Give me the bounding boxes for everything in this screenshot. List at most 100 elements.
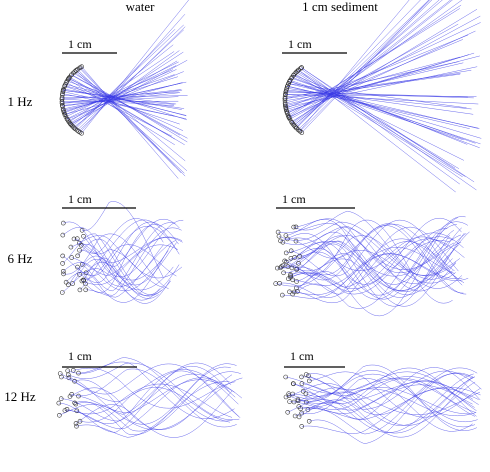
point [72, 69, 78, 74]
point [57, 412, 62, 418]
trace [83, 244, 177, 281]
trace [298, 388, 476, 417]
trace [71, 74, 181, 136]
point [296, 404, 302, 409]
point [56, 400, 62, 406]
trace [64, 377, 243, 430]
point [296, 260, 301, 266]
point [306, 373, 311, 379]
trace [75, 371, 241, 432]
point [299, 410, 305, 416]
trace [69, 374, 233, 430]
trace [74, 366, 231, 436]
point [70, 281, 75, 286]
point [299, 424, 305, 429]
point [297, 253, 302, 259]
trace [73, 72, 188, 143]
trace [80, 67, 186, 177]
point [278, 238, 283, 244]
trace [293, 378, 477, 413]
trace [68, 362, 240, 420]
trace [79, 14, 186, 133]
trace [78, 379, 235, 413]
trace [297, 378, 476, 417]
trace [287, 22, 481, 114]
trace [288, 370, 476, 428]
point [294, 279, 299, 284]
point [290, 277, 296, 283]
point [291, 224, 297, 230]
trace [292, 247, 455, 286]
scale-label: 1 cm [282, 192, 306, 206]
point [280, 263, 286, 268]
trace [82, 222, 176, 292]
trace [290, 240, 450, 289]
point [284, 86, 290, 91]
trace [282, 253, 463, 299]
point [291, 289, 297, 295]
trace [284, 73, 461, 99]
point [83, 281, 88, 287]
point [77, 240, 82, 246]
trace [63, 219, 184, 278]
trace [75, 70, 186, 162]
point [73, 401, 79, 407]
point [79, 64, 84, 69]
trace [290, 226, 457, 292]
trace [65, 244, 172, 303]
trace [280, 232, 464, 271]
point [299, 381, 305, 386]
trace [288, 236, 454, 295]
trace [63, 76, 178, 112]
trace [305, 364, 477, 431]
trace [76, 370, 239, 424]
point [289, 120, 295, 125]
point [67, 394, 73, 399]
point [60, 261, 65, 266]
scale-label: 1 cm [288, 37, 312, 51]
point [289, 265, 295, 271]
point [291, 72, 297, 78]
point [282, 100, 288, 106]
point [274, 265, 280, 271]
trace [79, 244, 164, 287]
trace [293, 391, 481, 415]
trace [285, 376, 476, 426]
trace [275, 250, 456, 287]
point [72, 378, 77, 384]
trace [67, 79, 175, 146]
point [75, 236, 80, 241]
trace [70, 235, 183, 279]
trace [295, 223, 465, 283]
trace [286, 241, 455, 277]
point [65, 368, 70, 374]
point [74, 408, 80, 414]
point [59, 290, 65, 295]
trace [61, 369, 239, 405]
row-label: 12 Hz [4, 389, 36, 404]
point [295, 398, 301, 404]
trace [297, 71, 460, 169]
point [73, 68, 79, 73]
point [282, 94, 288, 100]
row-label: 6 Hz [8, 251, 33, 266]
trace [76, 381, 230, 438]
column-header: 1 cm sediment [302, 0, 378, 14]
point [299, 374, 304, 380]
trace [289, 81, 464, 141]
point [285, 113, 291, 118]
trace [67, 357, 233, 422]
point [306, 378, 312, 384]
trace [78, 361, 235, 419]
trace [296, 244, 459, 291]
point [60, 220, 66, 226]
point [283, 89, 289, 94]
point [293, 224, 299, 230]
trace [68, 255, 171, 304]
trace [286, 223, 467, 295]
trace [288, 373, 478, 423]
trace [285, 91, 468, 98]
point [297, 128, 303, 134]
trace [71, 237, 183, 276]
